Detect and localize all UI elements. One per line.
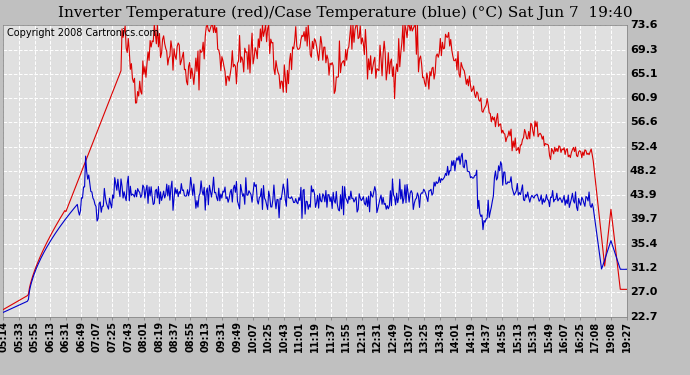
Text: 27.0: 27.0 [630, 287, 658, 297]
Text: 35.4: 35.4 [630, 239, 658, 249]
Text: 73.6: 73.6 [630, 20, 658, 30]
Text: 69.3: 69.3 [630, 45, 658, 55]
Text: 22.7: 22.7 [630, 312, 658, 322]
Text: 39.7: 39.7 [630, 214, 658, 224]
Text: 31.2: 31.2 [630, 263, 658, 273]
Text: 52.4: 52.4 [630, 142, 658, 152]
Text: Copyright 2008 Cartronics.com: Copyright 2008 Cartronics.com [7, 28, 159, 38]
Text: 56.6: 56.6 [630, 117, 658, 128]
Text: 43.9: 43.9 [630, 190, 658, 200]
Text: 65.1: 65.1 [630, 69, 658, 79]
Text: Inverter Temperature (red)/Case Temperature (blue) (°C) Sat Jun 7  19:40: Inverter Temperature (red)/Case Temperat… [58, 5, 632, 20]
Text: 48.2: 48.2 [630, 166, 658, 176]
Text: 60.9: 60.9 [630, 93, 658, 103]
